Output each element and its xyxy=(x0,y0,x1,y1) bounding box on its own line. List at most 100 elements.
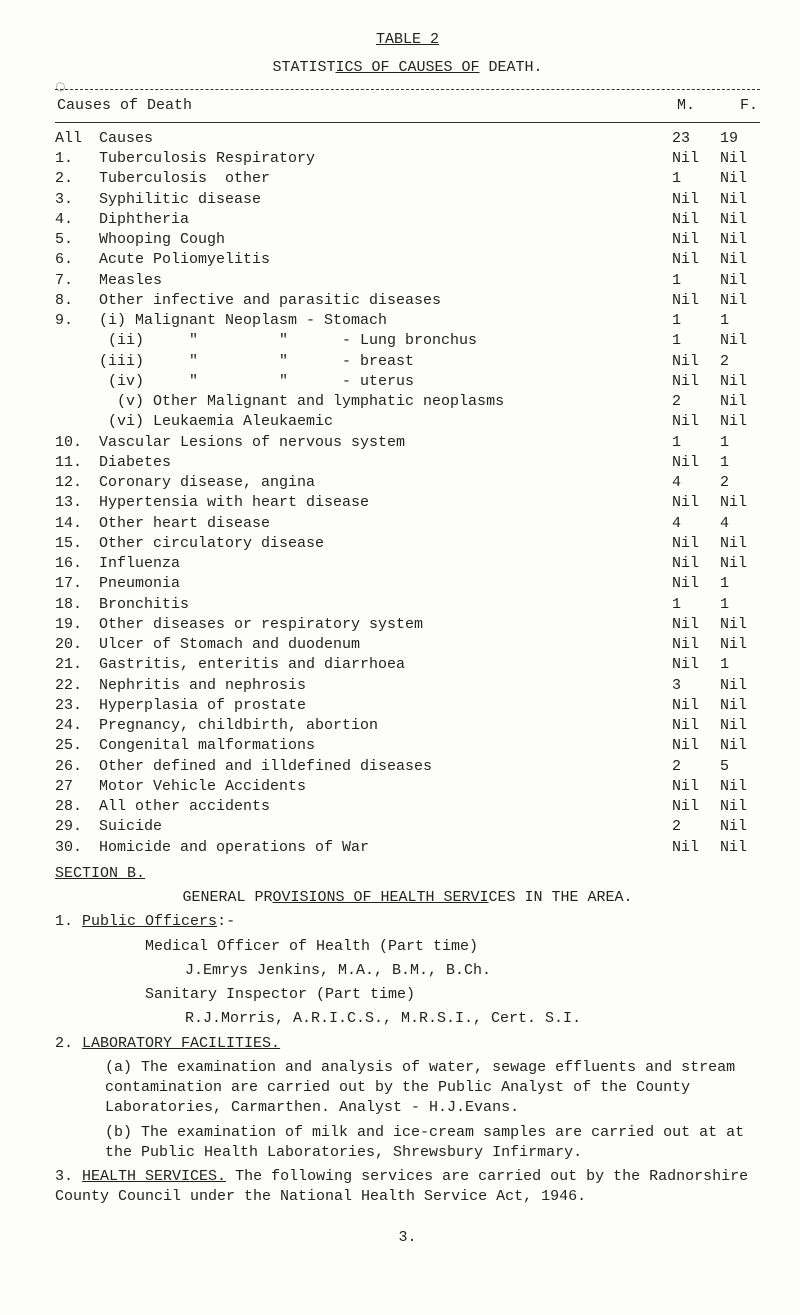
row-m: Nil xyxy=(672,838,720,858)
row-f: Nil xyxy=(720,372,760,392)
item2-num: 2. xyxy=(55,1035,73,1052)
row-m: Nil xyxy=(672,696,720,716)
rule-top xyxy=(55,89,760,90)
row-f: Nil xyxy=(720,250,760,270)
row-f: Nil xyxy=(720,210,760,230)
row-f: Nil xyxy=(720,716,760,736)
row-number: 9. xyxy=(55,311,99,331)
table-row: (vi) Leukaemia AleukaemicNilNil xyxy=(55,412,760,432)
row-description: (i) Malignant Neoplasm - Stomach xyxy=(99,311,672,331)
section-b: SECTION B. GENERAL PROVISIONS OF HEALTH … xyxy=(55,864,760,1208)
row-number: 8. xyxy=(55,291,99,311)
para-a-text: (a) The examination and analysis of wate… xyxy=(105,1059,735,1117)
row-number: 14. xyxy=(55,514,99,534)
row-number: 26. xyxy=(55,757,99,777)
table-row: (ii) " " - Lung bronchus1Nil xyxy=(55,331,760,351)
table-row: 5.Whooping CoughNilNil xyxy=(55,230,760,250)
row-number: 23. xyxy=(55,696,99,716)
row-description: Pneumonia xyxy=(99,574,672,594)
row-m: 1 xyxy=(672,433,720,453)
row-f: 1 xyxy=(720,574,760,594)
row-f: Nil xyxy=(720,777,760,797)
row-m: Nil xyxy=(672,230,720,250)
row-m: Nil xyxy=(672,210,720,230)
row-description: Hyperplasia of prostate xyxy=(99,696,672,716)
row-m: Nil xyxy=(672,635,720,655)
row-m: Nil xyxy=(672,534,720,554)
row-number xyxy=(55,392,99,412)
row-m: Nil xyxy=(672,453,720,473)
table-row: 24.Pregnancy, childbirth, abortionNilNil xyxy=(55,716,760,736)
table-row: 13.Hypertensia with heart diseaseNilNil xyxy=(55,493,760,513)
row-number: 28. xyxy=(55,797,99,817)
row-m: Nil xyxy=(672,190,720,210)
row-number: 21. xyxy=(55,655,99,675)
table-row: 10.Vascular Lesions of nervous system11 xyxy=(55,433,760,453)
para-a: (a) The examination and analysis of wate… xyxy=(55,1058,760,1119)
row-f: Nil xyxy=(720,676,760,696)
table-row: 11.DiabetesNil1 xyxy=(55,453,760,473)
row-description: Ulcer of Stomach and duodenum xyxy=(99,635,672,655)
row-f: Nil xyxy=(720,554,760,574)
row-number: 17. xyxy=(55,574,99,594)
row-f: Nil xyxy=(720,635,760,655)
row-number xyxy=(55,372,99,392)
row-f: 1 xyxy=(720,453,760,473)
table-row: 7.Measles1Nil xyxy=(55,271,760,291)
row-m: 1 xyxy=(672,271,720,291)
row-f: 1 xyxy=(720,433,760,453)
row-m: 3 xyxy=(672,676,720,696)
table-row: 28.All other accidentsNilNil xyxy=(55,797,760,817)
table-row: 18.Bronchitis11 xyxy=(55,595,760,615)
table-row: 2.Tuberculosis other1Nil xyxy=(55,169,760,189)
row-description: Syphilitic disease xyxy=(99,190,672,210)
row-number: 12. xyxy=(55,473,99,493)
table-row: 15.Other circulatory diseaseNilNil xyxy=(55,534,760,554)
row-number xyxy=(55,352,99,372)
row-f: 5 xyxy=(720,757,760,777)
row-m: Nil xyxy=(672,352,720,372)
row-f: Nil xyxy=(720,493,760,513)
row-description: Motor Vehicle Accidents xyxy=(99,777,672,797)
table-row: 6.Acute PoliomyelitisNilNil xyxy=(55,250,760,270)
row-description: Vascular Lesions of nervous system xyxy=(99,433,672,453)
row-m: 2 xyxy=(672,392,720,412)
row-number: 11. xyxy=(55,453,99,473)
table-row: 9.(i) Malignant Neoplasm - Stomach11 xyxy=(55,311,760,331)
row-number: 19. xyxy=(55,615,99,635)
row-description: Homicide and operations of War xyxy=(99,838,672,858)
section-b-heading: GENERAL PROVISIONS OF HEALTH SERVICES IN… xyxy=(55,888,760,908)
row-number: 3. xyxy=(55,190,99,210)
row-f: 4 xyxy=(720,514,760,534)
row-number: 2. xyxy=(55,169,99,189)
row-description: Coronary disease, angina xyxy=(99,473,672,493)
row-m: Nil xyxy=(672,554,720,574)
row-m: Nil xyxy=(672,149,720,169)
health-services-heading: 3. HEALTH SERVICES. The following servic… xyxy=(55,1167,760,1208)
margin-mark: ◌ xyxy=(55,76,66,100)
section-b-heading-post: CES IN THE AREA. xyxy=(489,889,633,906)
table-row: 4.DiphtheriaNilNil xyxy=(55,210,760,230)
item1-label: Public Officers xyxy=(82,913,217,930)
para-b-text: (b) The examination of milk and ice-crea… xyxy=(105,1124,744,1161)
causes-of-death-table: AllCauses23191.Tuberculosis RespiratoryN… xyxy=(55,129,760,858)
row-f: Nil xyxy=(720,736,760,756)
table-label: TABLE 2 xyxy=(55,30,760,50)
row-m: Nil xyxy=(672,574,720,594)
public-officers-heading: 1. Public Officers:- xyxy=(55,912,760,932)
row-description: Influenza xyxy=(99,554,672,574)
row-description: Nephritis and nephrosis xyxy=(99,676,672,696)
row-number: 30. xyxy=(55,838,99,858)
row-m: Nil xyxy=(672,655,720,675)
stats-subtitle: ◌ STATISTICS OF CAUSES OF DEATH. xyxy=(55,58,760,78)
subtitle-pre: STATIST xyxy=(272,59,335,76)
table-row: 27Motor Vehicle AccidentsNilNil xyxy=(55,777,760,797)
row-number: 5. xyxy=(55,230,99,250)
section-b-heading-u: OVISIONS OF HEALTH SERVI xyxy=(272,889,488,906)
item3-label: HEALTH SERVICES. xyxy=(82,1168,226,1185)
row-f: 1 xyxy=(720,311,760,331)
row-f: Nil xyxy=(720,696,760,716)
row-f: Nil xyxy=(720,392,760,412)
row-description: Acute Poliomyelitis xyxy=(99,250,672,270)
row-f: Nil xyxy=(720,230,760,250)
